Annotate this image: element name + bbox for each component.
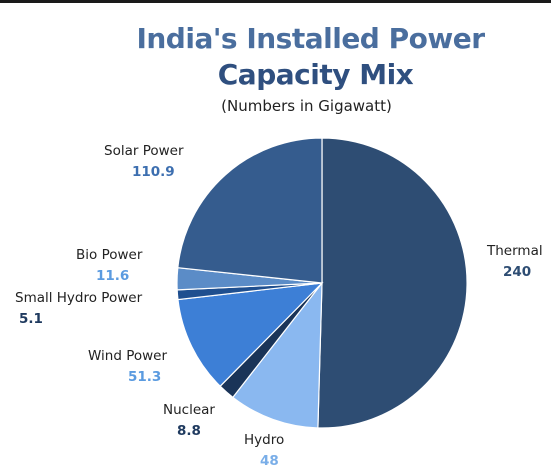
slice-value-label: 11.6 [96, 268, 129, 284]
chart-title-line-1: India's Installed Power [136, 22, 485, 55]
slice-value-label: 8.8 [177, 423, 201, 439]
chart-subtitle: (Numbers in Gigawatt) [221, 97, 392, 115]
slice-value-label: 51.3 [128, 369, 161, 385]
slice-label: Small Hydro Power [15, 290, 143, 306]
pie-slice-solar-power [177, 137, 323, 284]
pie-slice-wind-power [177, 282, 324, 388]
slice-label: Solar Power [104, 143, 184, 159]
slice-value-label: 240 [503, 264, 531, 280]
pie-labels: Thermal 240 Hydro 48 Nuclear 8.8 Wind Power 51.… [15, 143, 543, 467]
slice-label: Nuclear [163, 402, 215, 418]
slice-label: Thermal [486, 243, 543, 259]
slice-label: Wind Power [88, 348, 167, 364]
slice-label: Bio Power [76, 247, 143, 263]
pie-slice-hydro [231, 281, 323, 429]
top-border [0, 0, 551, 3]
pie-slice-thermal [317, 137, 468, 429]
slice-value-label: 110.9 [132, 164, 175, 180]
chart-title-line-2: Capacity Mix [217, 58, 414, 91]
slice-label: Hydro [244, 432, 284, 448]
pie-slices [176, 137, 468, 429]
slice-value-label: 48 [260, 453, 279, 467]
slice-value-label: 5.1 [19, 311, 43, 327]
